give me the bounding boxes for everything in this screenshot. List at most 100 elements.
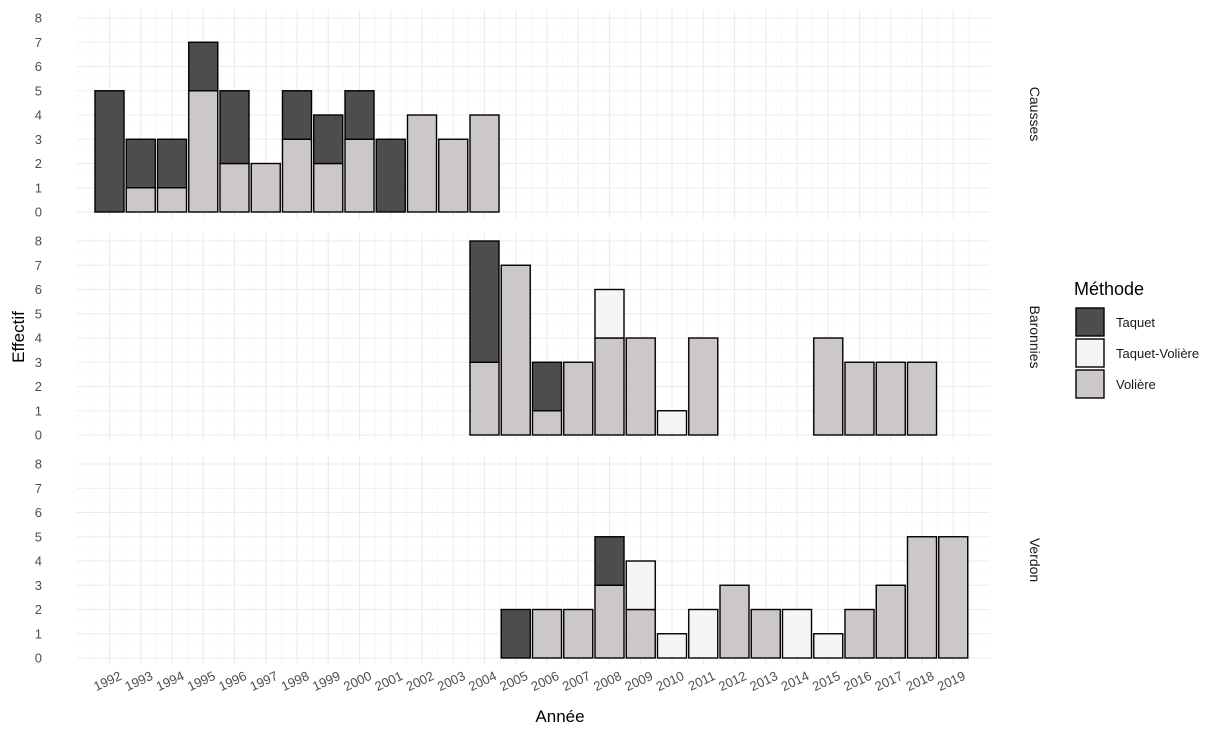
facet-strip-label: Baronnies (1027, 305, 1043, 368)
bar-segment (594, 288, 625, 339)
x-tick-label: 1997 (247, 668, 280, 694)
y-tick-label: 7 (35, 35, 42, 50)
y-tick-label: 3 (35, 578, 42, 593)
x-tick-label: 2011 (686, 668, 718, 693)
y-tick-labels: 0 1 2 3 4 5 6 7 8 0 1 2 3 4 5 6 7 8 0 1 2 3 4 5 6 7 8 (35, 11, 42, 666)
bar-segment (531, 410, 563, 436)
facet-strip-label: Verdon (1027, 538, 1043, 582)
bar-segment (688, 608, 719, 659)
bar-segment (469, 361, 500, 436)
bar-segment (625, 560, 656, 611)
x-tick-label: 2013 (747, 668, 780, 694)
x-tick-label: 2006 (529, 668, 562, 694)
bars-layer (94, 41, 969, 659)
bar-segment (188, 90, 219, 213)
y-tick-label: 2 (35, 602, 42, 617)
x-tick-labels: 1992199319941995199619971998199920002001… (91, 668, 967, 694)
legend: Méthode Taquet Taquet-Volière Volière (1074, 279, 1199, 399)
bar-segment (531, 608, 563, 659)
y-tick-label: 5 (35, 306, 42, 321)
y-tick-label: 8 (35, 457, 42, 472)
y-tick-label: 4 (35, 554, 42, 569)
y-tick-label: 3 (35, 355, 42, 370)
legend-items: Taquet Taquet-Volière Volière (1075, 307, 1199, 399)
bar-segment (438, 138, 469, 213)
bar-segment (625, 337, 656, 436)
y-tick-label: 8 (35, 11, 42, 26)
bar-segment (594, 584, 625, 659)
bar-segment (313, 114, 344, 165)
bar-segment (844, 608, 875, 659)
y-tick-label: 1 (35, 403, 42, 418)
y-tick-label: 1 (35, 626, 42, 641)
facet-strip-labels: Causses Baronnies Verdon (1027, 87, 1043, 582)
bar-segment (188, 41, 219, 92)
x-tick-label: 1994 (154, 668, 187, 694)
y-tick-label: 1 (35, 180, 42, 195)
bar-segment (344, 138, 375, 213)
legend-swatch (1075, 307, 1105, 337)
x-tick-label: 2017 (872, 668, 905, 694)
x-tick-label: 1999 (310, 668, 343, 694)
bar-segment (563, 608, 594, 659)
bar-segment (875, 584, 906, 659)
bar-segment (469, 240, 500, 363)
bar-segment (125, 138, 156, 189)
bar-segment (219, 162, 250, 213)
legend-label: Volière (1116, 377, 1156, 392)
bar-segment (594, 337, 625, 436)
y-tick-label: 6 (35, 505, 42, 520)
bar-segment (125, 187, 156, 213)
y-tick-label: 6 (35, 59, 42, 74)
y-tick-label: 4 (35, 108, 42, 123)
x-tick-label: 1992 (91, 668, 124, 694)
y-tick-label: 7 (35, 258, 42, 273)
bar-segment (281, 138, 313, 213)
bar-segment (656, 633, 688, 659)
x-tick-label: 2000 (341, 668, 374, 694)
bar-segment (813, 633, 844, 659)
bar-segment (656, 410, 688, 436)
x-tick-label: 1995 (185, 668, 218, 694)
y-tick-label: 2 (35, 156, 42, 171)
bar-segment (844, 361, 875, 436)
bar-segment (500, 264, 531, 436)
bar-segment (500, 608, 531, 659)
x-tick-label: 2014 (779, 668, 812, 694)
x-tick-label: 2010 (654, 668, 687, 694)
bar-segment (281, 90, 313, 140)
bar-segment (156, 138, 188, 189)
bar-segment (813, 337, 844, 436)
x-tick-label: 2016 (841, 668, 874, 694)
bar-segment (344, 90, 375, 140)
bar-segment (563, 361, 594, 436)
bar-segment (625, 608, 656, 659)
x-tick-label: 2001 (372, 668, 405, 694)
bar-segment (750, 608, 781, 659)
y-tick-label: 5 (35, 529, 42, 544)
bar-segment (719, 584, 750, 659)
x-tick-label: 2009 (622, 668, 655, 694)
bar-segment (531, 361, 563, 412)
bar-segment (406, 114, 438, 213)
y-tick-label: 2 (35, 379, 42, 394)
bar-segment (375, 138, 406, 213)
y-axis-title: Effectif (9, 311, 28, 363)
y-tick-label: 4 (35, 331, 42, 346)
y-tick-label: 5 (35, 83, 42, 98)
bar-segment (906, 361, 938, 436)
x-tick-label: 2019 (935, 668, 968, 694)
bar-segment (938, 536, 969, 659)
y-tick-label: 3 (35, 132, 42, 147)
bar-segment (94, 90, 125, 213)
y-tick-label: 0 (35, 205, 42, 220)
bar-segment (469, 114, 500, 213)
bar-segment (594, 536, 625, 586)
y-tick-label: 0 (35, 428, 42, 443)
legend-swatch (1075, 369, 1105, 399)
bar-segment (688, 337, 719, 436)
x-tick-label: 2004 (466, 668, 499, 694)
y-tick-label: 7 (35, 481, 42, 496)
x-tick-label: 2005 (497, 668, 530, 694)
